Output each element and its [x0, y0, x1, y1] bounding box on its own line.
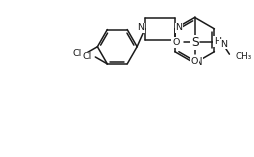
Text: CH₃: CH₃ [234, 52, 251, 61]
Text: N: N [175, 23, 182, 32]
Text: O: O [190, 57, 198, 66]
Text: Cl: Cl [82, 52, 92, 62]
Text: N: N [137, 23, 144, 32]
Text: S: S [190, 36, 198, 49]
Text: N: N [194, 57, 202, 67]
Text: Cl: Cl [72, 49, 82, 58]
Text: N: N [219, 40, 226, 49]
Text: O: O [171, 38, 179, 47]
Text: H: H [213, 37, 220, 46]
